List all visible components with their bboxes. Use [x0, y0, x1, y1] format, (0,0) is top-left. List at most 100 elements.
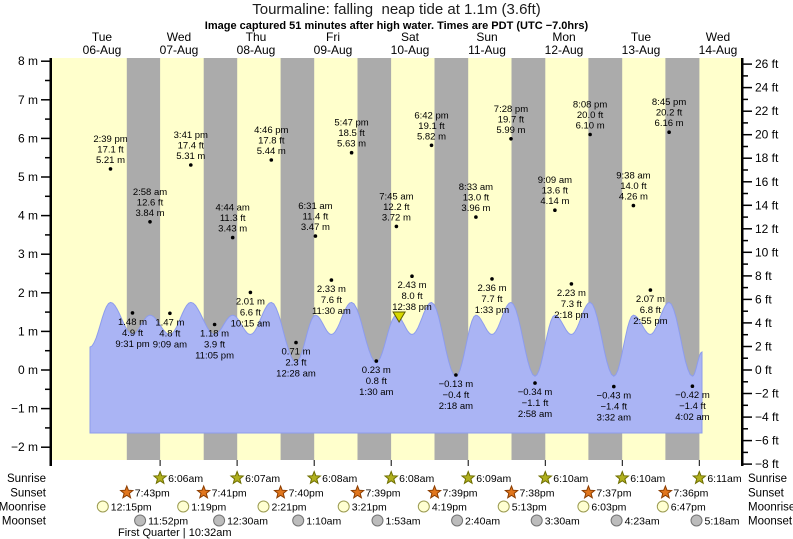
- svg-text:6:06am: 6:06am: [168, 473, 203, 485]
- svg-text:8:08 pm: 8:08 pm: [573, 100, 607, 111]
- svg-text:8:45 pm: 8:45 pm: [652, 97, 686, 108]
- svg-text:3:21pm: 3:21pm: [352, 502, 387, 514]
- row-label-sunrise-right: Sunrise: [748, 473, 787, 485]
- low-tide-point: [690, 384, 695, 389]
- moonrise-circle-icon: [177, 500, 190, 513]
- svg-text:2:21pm: 2:21pm: [272, 502, 307, 514]
- svg-text:−1 m: −1 m: [11, 402, 38, 416]
- svg-text:11.4 ft: 11.4 ft: [303, 212, 329, 223]
- svg-text:18 ft: 18 ft: [755, 151, 779, 165]
- current-time-marker: [392, 311, 406, 323]
- svg-text:13-Aug: 13-Aug: [622, 43, 661, 57]
- svg-text:0.71 m: 0.71 m: [281, 347, 310, 358]
- svg-text:5.44 m: 5.44 m: [257, 146, 286, 157]
- svg-text:5.63 m: 5.63 m: [337, 139, 366, 150]
- svg-text:3 m: 3 m: [18, 247, 38, 261]
- svg-text:11:05 pm: 11:05 pm: [195, 350, 234, 361]
- svg-text:1.18 m: 1.18 m: [200, 328, 229, 339]
- svg-text:1:53am: 1:53am: [386, 516, 421, 528]
- svg-text:6:09am: 6:09am: [476, 473, 511, 485]
- svg-text:Tue: Tue: [92, 30, 113, 44]
- svg-text:Fri: Fri: [326, 30, 340, 44]
- svg-text:6:42 pm: 6:42 pm: [414, 110, 448, 121]
- svg-text:11:52pm: 11:52pm: [148, 516, 188, 528]
- sunset-star-icon: [427, 484, 442, 499]
- low-tide-point: [454, 373, 458, 377]
- high-tide-point: [269, 158, 274, 162]
- moonset-circle-icon: [690, 514, 703, 527]
- svg-text:18.5 ft: 18.5 ft: [338, 128, 365, 139]
- moonset-circle-icon: [213, 514, 226, 527]
- sunset-star-icon: [119, 484, 135, 499]
- svg-text:9:38 am: 9:38 am: [616, 171, 650, 182]
- moonset-circle-icon: [610, 514, 623, 527]
- sunrise-star-icon: [306, 470, 322, 485]
- page-subtitle: Image captured 51 minutes after high wat…: [204, 20, 589, 32]
- moonset-circle-icon: [371, 514, 384, 527]
- sunset-star-icon: [273, 484, 289, 499]
- svg-text:4.9 ft: 4.9 ft: [122, 328, 143, 339]
- svg-text:2:18 am: 2:18 am: [439, 401, 473, 412]
- low-tide-point: [212, 322, 217, 327]
- svg-text:3:32 am: 3:32 am: [597, 413, 631, 424]
- sunrise-star-icon: [152, 470, 168, 485]
- svg-text:Thu: Thu: [246, 30, 267, 44]
- row-label-moonset: Moonset: [2, 516, 47, 528]
- svg-text:7:43pm: 7:43pm: [135, 488, 170, 500]
- svg-text:−2 ft: −2 ft: [755, 387, 779, 401]
- svg-text:5:47 pm: 5:47 pm: [334, 118, 368, 129]
- high-tide-point: [230, 235, 235, 240]
- svg-text:06-Aug: 06-Aug: [83, 43, 122, 57]
- sunrise-star-icon: [691, 470, 707, 485]
- sunrise-star-icon: [460, 470, 476, 485]
- svg-text:2.3 ft: 2.3 ft: [285, 358, 306, 369]
- svg-text:0 m: 0 m: [18, 363, 38, 377]
- svg-text:26 ft: 26 ft: [755, 57, 779, 71]
- low-tide-point: [490, 277, 494, 281]
- svg-text:2.07 m: 2.07 m: [636, 294, 665, 305]
- svg-text:8.0 ft: 8.0 ft: [401, 291, 422, 302]
- svg-text:1.48 m: 1.48 m: [118, 317, 147, 328]
- midnight-ticks: [159, 460, 700, 466]
- svg-text:7:39pm: 7:39pm: [443, 488, 478, 500]
- svg-text:6:07am: 6:07am: [245, 473, 280, 485]
- svg-text:6.16 m: 6.16 m: [655, 118, 684, 129]
- svg-text:6 ft: 6 ft: [755, 292, 772, 306]
- svg-text:4:23am: 4:23am: [625, 516, 660, 528]
- moonset-circle-icon: [134, 514, 147, 527]
- svg-text:2.23 m: 2.23 m: [557, 288, 586, 299]
- high-tide-point: [553, 208, 557, 212]
- svg-text:3.84 m: 3.84 m: [135, 208, 164, 219]
- high-tide-point: [313, 234, 318, 238]
- svg-text:4 m: 4 m: [18, 209, 38, 223]
- svg-text:6 m: 6 m: [18, 131, 38, 145]
- svg-text:6:11am: 6:11am: [707, 473, 741, 485]
- svg-text:9:09 am: 9:09 am: [538, 175, 572, 186]
- svg-text:7.7 ft: 7.7 ft: [481, 294, 502, 305]
- row-label-sunset-right: Sunset: [748, 488, 785, 500]
- svg-text:4:46 pm: 4:46 pm: [254, 125, 288, 136]
- moonrise-circle-icon: [656, 500, 669, 513]
- svg-text:20.2 ft: 20.2 ft: [656, 108, 683, 119]
- high-tide-point: [349, 150, 354, 155]
- svg-text:−6 ft: −6 ft: [755, 434, 779, 448]
- svg-text:3.43 m: 3.43 m: [218, 224, 247, 235]
- tide-area: [89, 301, 703, 434]
- low-tide-point: [533, 381, 537, 385]
- svg-text:7:45 am: 7:45 am: [379, 191, 413, 202]
- high-tide-point: [108, 167, 113, 171]
- svg-text:17.8 ft: 17.8 ft: [258, 136, 285, 147]
- svg-text:5 m: 5 m: [18, 170, 38, 184]
- svg-text:3.96 m: 3.96 m: [461, 203, 490, 214]
- svg-text:7:39pm: 7:39pm: [366, 488, 401, 500]
- svg-text:14-Aug: 14-Aug: [699, 43, 738, 57]
- svg-text:6:10am: 6:10am: [630, 473, 665, 485]
- sunrise-star-icon: [229, 470, 245, 485]
- svg-text:1.47 m: 1.47 m: [155, 317, 184, 328]
- sunrise-star-icon: [614, 470, 630, 485]
- moonset-circle-icon: [451, 514, 464, 527]
- svg-text:5:13pm: 5:13pm: [512, 502, 547, 514]
- svg-text:08-Aug: 08-Aug: [237, 43, 276, 57]
- svg-text:09-Aug: 09-Aug: [314, 43, 353, 57]
